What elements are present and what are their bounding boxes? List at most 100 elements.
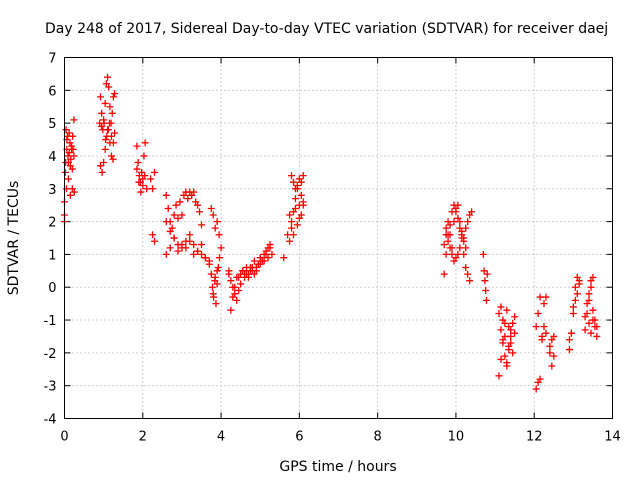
data-point bbox=[589, 306, 597, 314]
data-point bbox=[98, 109, 106, 117]
data-point bbox=[591, 323, 599, 331]
data-point bbox=[174, 247, 182, 255]
data-point bbox=[139, 181, 147, 189]
data-point bbox=[507, 332, 515, 340]
data-point bbox=[550, 332, 558, 340]
data-point bbox=[227, 306, 235, 314]
y-tick-label: -1 bbox=[44, 314, 57, 329]
data-point bbox=[480, 267, 488, 275]
x-tick-label: 6 bbox=[295, 430, 303, 445]
data-point bbox=[569, 309, 577, 317]
data-point bbox=[585, 290, 593, 298]
data-point bbox=[190, 188, 198, 196]
data-point bbox=[66, 191, 74, 199]
data-point bbox=[225, 270, 233, 278]
data-point bbox=[542, 329, 550, 337]
data-point bbox=[216, 254, 224, 262]
x-tick-label: 8 bbox=[374, 430, 382, 445]
y-tick-label: -2 bbox=[44, 347, 57, 362]
data-point bbox=[170, 211, 178, 219]
data-point bbox=[503, 359, 511, 367]
data-point bbox=[109, 93, 117, 101]
data-point bbox=[571, 296, 579, 304]
data-point bbox=[482, 287, 490, 295]
data-point bbox=[291, 204, 299, 212]
data-point bbox=[170, 234, 178, 242]
data-point bbox=[62, 126, 70, 134]
data-point bbox=[229, 283, 237, 291]
data-point bbox=[178, 244, 186, 252]
data-point bbox=[291, 195, 299, 203]
data-point bbox=[458, 234, 466, 242]
data-point bbox=[483, 270, 491, 278]
data-point bbox=[141, 172, 149, 180]
data-point bbox=[250, 270, 258, 278]
data-point bbox=[250, 257, 258, 265]
data-point bbox=[164, 204, 172, 212]
data-point bbox=[138, 168, 146, 176]
data-point bbox=[288, 224, 296, 232]
data-point bbox=[532, 385, 540, 393]
data-point bbox=[464, 218, 472, 226]
data-point bbox=[286, 211, 294, 219]
data-point bbox=[70, 116, 78, 124]
data-point bbox=[246, 264, 254, 272]
y-tick-label: 4 bbox=[48, 150, 56, 165]
data-point bbox=[166, 227, 174, 235]
data-point bbox=[243, 270, 251, 278]
y-tick-label: 3 bbox=[48, 183, 56, 198]
data-point bbox=[297, 178, 305, 186]
data-point bbox=[262, 250, 270, 258]
x-tick-label: 14 bbox=[604, 430, 621, 445]
data-point bbox=[213, 218, 221, 226]
data-point bbox=[532, 323, 540, 331]
data-point bbox=[540, 323, 548, 331]
data-point bbox=[583, 309, 591, 317]
plot-frame bbox=[64, 57, 613, 419]
data-point bbox=[452, 208, 460, 216]
data-point bbox=[68, 145, 76, 153]
data-point bbox=[69, 132, 77, 140]
data-point bbox=[64, 175, 72, 183]
data-point bbox=[109, 155, 117, 163]
data-point bbox=[497, 326, 505, 334]
data-point bbox=[151, 168, 159, 176]
data-point bbox=[108, 109, 116, 117]
y-tick-label: -3 bbox=[44, 380, 57, 395]
data-point bbox=[575, 277, 583, 285]
data-point bbox=[456, 218, 464, 226]
data-point bbox=[466, 277, 474, 285]
data-point bbox=[446, 231, 454, 239]
data-point bbox=[107, 152, 115, 160]
data-point bbox=[548, 362, 556, 370]
data-point bbox=[105, 83, 113, 91]
data-point bbox=[100, 116, 108, 124]
data-point bbox=[70, 188, 78, 196]
data-point bbox=[106, 119, 114, 127]
data-point bbox=[540, 300, 548, 308]
data-point bbox=[509, 319, 517, 327]
data-point bbox=[198, 250, 205, 258]
data-point bbox=[194, 201, 202, 209]
data-point bbox=[569, 303, 577, 311]
data-point bbox=[482, 296, 490, 304]
data-point bbox=[212, 300, 220, 308]
data-point bbox=[209, 211, 217, 219]
data-point bbox=[258, 257, 266, 265]
data-point bbox=[211, 224, 219, 232]
data-point bbox=[162, 250, 170, 258]
data-point bbox=[280, 254, 288, 262]
y-axis-label: SDTVAR / TECUs bbox=[6, 181, 22, 296]
data-point bbox=[297, 191, 305, 199]
data-point bbox=[501, 352, 509, 360]
data-point bbox=[101, 145, 109, 153]
data-point bbox=[198, 241, 205, 249]
data-point bbox=[235, 273, 243, 281]
data-point bbox=[207, 270, 215, 278]
data-point bbox=[149, 231, 157, 239]
data-point bbox=[442, 250, 450, 258]
data-point bbox=[440, 241, 448, 249]
data-point bbox=[442, 224, 450, 232]
data-point bbox=[135, 178, 143, 186]
